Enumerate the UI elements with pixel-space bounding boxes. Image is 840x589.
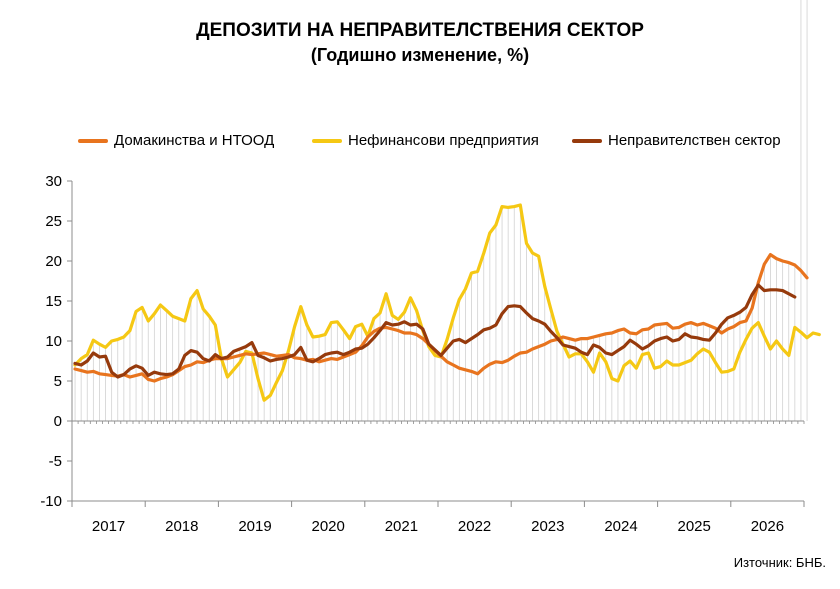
- y-tick-label: -10: [40, 493, 62, 510]
- x-tick-label: 2018: [165, 518, 198, 535]
- legend: Домакинства и НТООД Нефинансови предприя…: [0, 132, 840, 154]
- x-tick-label: 2025: [678, 518, 711, 535]
- y-tick-label: 25: [45, 213, 62, 230]
- y-tick-label: 5: [54, 373, 62, 390]
- series-line: [73, 203, 821, 402]
- legend-swatch-households: [78, 138, 108, 143]
- x-tick-label: 2022: [458, 518, 491, 535]
- chart-title: ДЕПОЗИТИ НА НЕПРАВИТЕЛСТВЕНИЯ СЕКТОР: [196, 20, 644, 41]
- chart-subtitle: (Годишно изменение, %): [310, 45, 530, 65]
- source-note: Източник: БНБ.: [733, 555, 826, 570]
- legend-swatch-nonfinancial: [312, 138, 342, 143]
- legend-item-nonfinancial: Нефинансови предприятия: [312, 132, 539, 149]
- legend-item-households: Домакинства и НТООД: [78, 132, 274, 149]
- y-tick-label: 15: [45, 293, 62, 310]
- y-tick-label: 20: [45, 253, 62, 270]
- y-tick-label: -5: [49, 453, 62, 470]
- x-tick-label: 2019: [238, 518, 271, 535]
- legend-label-nonfinancial: Нефинансови предприятия: [348, 132, 539, 149]
- legend-item-nongovernment: Неправителствен сектор: [572, 132, 781, 149]
- x-tick-label: 2023: [531, 518, 564, 535]
- x-tick-label: 2020: [312, 518, 345, 535]
- y-tick-label: 0: [54, 413, 62, 430]
- legend-label-nongovernment: Неправителствен сектор: [608, 132, 781, 149]
- x-tick-label: 2026: [751, 518, 784, 535]
- y-tick-label: 30: [45, 173, 62, 190]
- series-line: [73, 283, 797, 379]
- x-tick-label: 2021: [385, 518, 418, 535]
- x-tick-label: 2017: [92, 518, 125, 535]
- legend-label-households: Домакинства и НТООД: [114, 132, 275, 149]
- y-tick-label: 10: [45, 333, 62, 350]
- legend-swatch-nongovernment: [572, 138, 602, 143]
- x-tick-label: 2024: [604, 518, 637, 535]
